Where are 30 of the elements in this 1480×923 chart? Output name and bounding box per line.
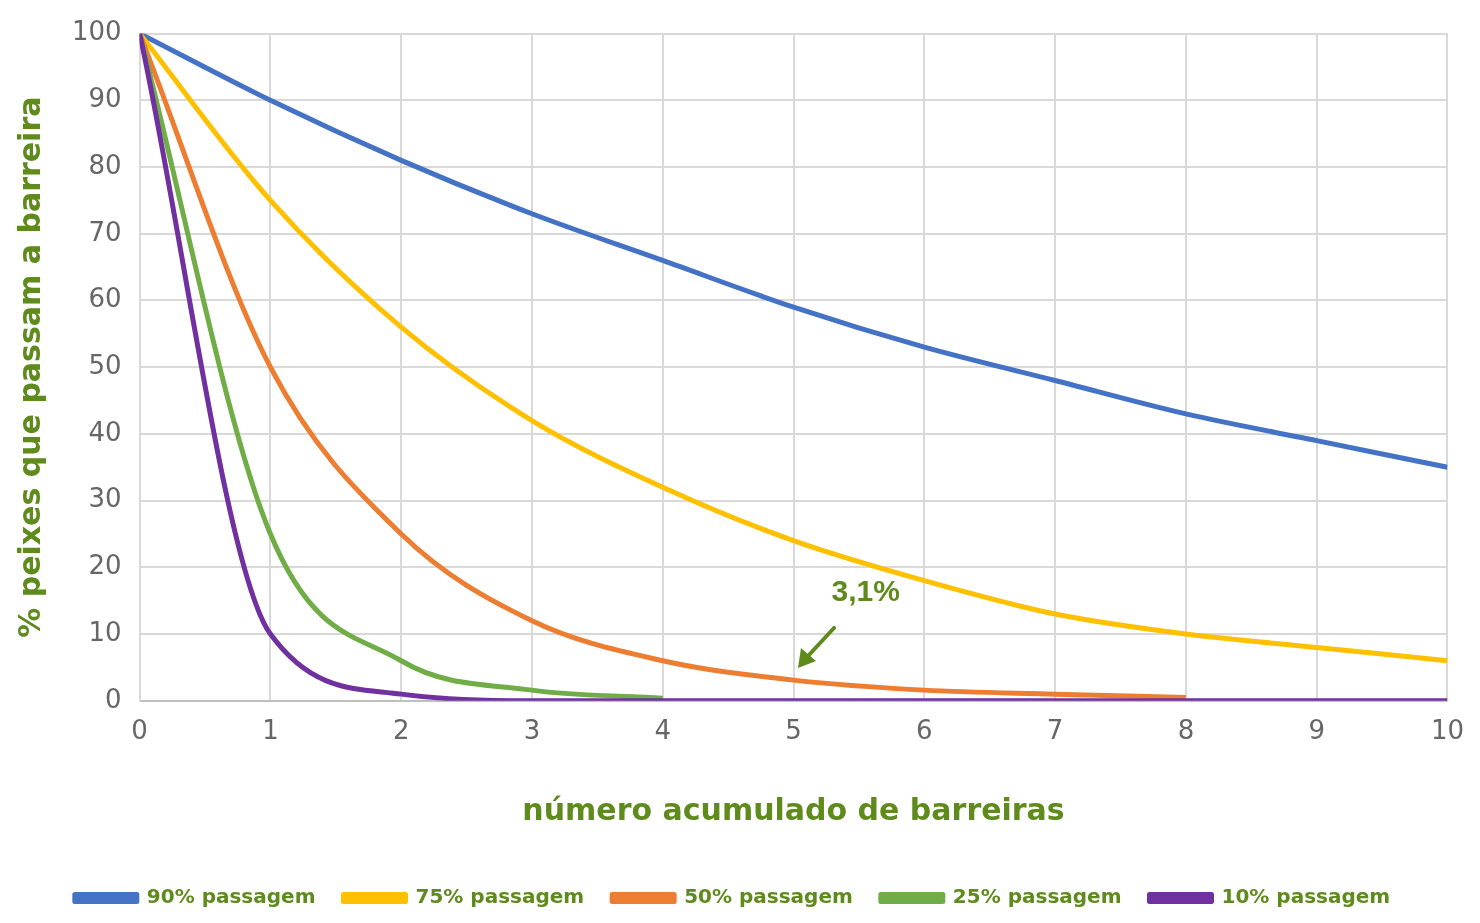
x-tick-label: 7 [1046,715,1064,746]
annotation: 3,1% [831,574,900,608]
y-tick-label: 30 [88,483,122,514]
x-tick-label: 5 [785,715,802,746]
x-tick-label: 10 [1430,715,1464,746]
legend-label: 25% passagem [952,884,1122,909]
legend-label: 50% passagem [684,884,853,909]
y-tick-label: 80 [88,149,122,180]
y-tick-label: 0 [105,683,122,714]
x-tick-label: 8 [1177,715,1195,746]
y-tick-label: 20 [88,550,122,581]
y-axis-title: % peixes que passam a barreira [11,96,47,638]
x-tick-label: 4 [654,715,672,746]
x-tick-label: 0 [131,715,148,746]
y-tick-label: 60 [88,283,122,314]
x-tick-label: 1 [262,715,279,746]
y-tick-label: 100 [71,16,122,47]
x-axis-title: número acumulado de barreiras [522,791,1065,827]
x-tick-label: 3 [523,715,541,746]
legend-label: 90% passagem [146,884,316,909]
y-tick-label: 50 [88,349,122,380]
y-tick-label: 90 [88,83,122,114]
legend-label: 75% passagem [415,884,585,909]
x-tick-label: 9 [1308,715,1325,746]
y-tick-label: 10 [88,616,122,647]
legend-label: 10% passagem [1221,884,1391,909]
x-tick-label: 6 [916,715,933,746]
x-tick-label: 2 [392,715,410,746]
y-tick-label: 70 [88,216,122,247]
y-tick-label: 40 [88,416,122,447]
